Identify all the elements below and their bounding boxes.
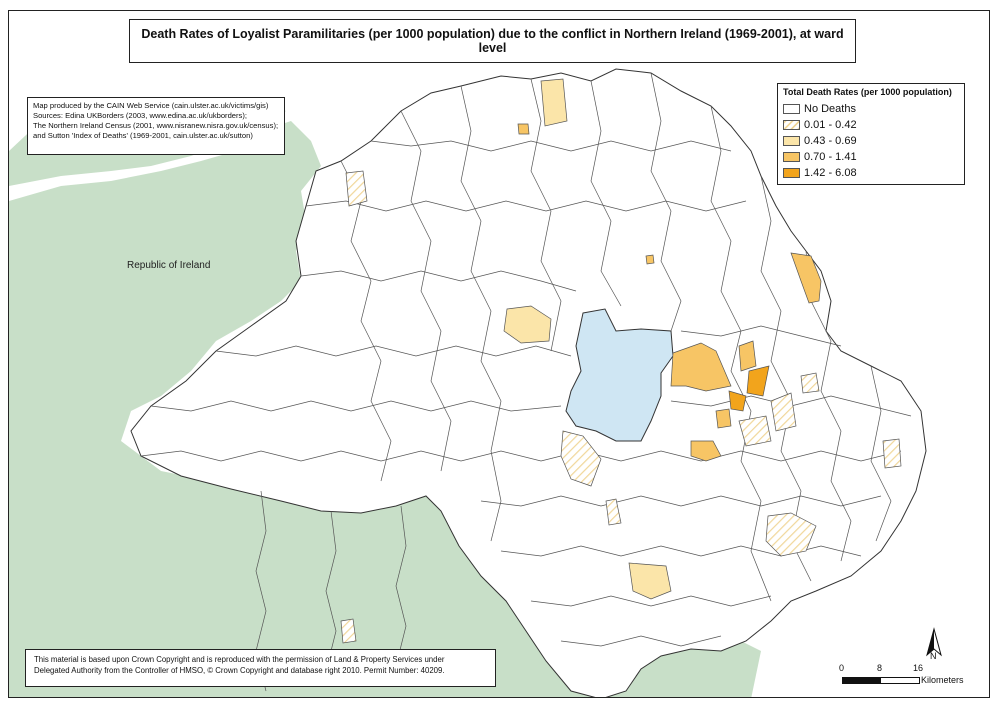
ward-boundaries <box>140 72 912 692</box>
ward-downpatrick-hatched <box>765 512 817 557</box>
legend-label: 0.43 - 0.69 <box>804 135 857 147</box>
source-line: Sources: Edina UKBorders (2003, www.edin… <box>33 111 247 120</box>
ward-armagh-hatched <box>605 498 622 526</box>
source-line: The Northern Ireland Census (2001, www.n… <box>33 121 279 130</box>
scale-tick-label: 16 <box>913 663 924 673</box>
map-frame: Death Rates of Loyalist Paramilitaries (… <box>8 10 990 698</box>
legend-label: 1.42 - 6.08 <box>804 167 857 179</box>
ward-antrim <box>670 342 732 392</box>
republic-of-ireland-label: Republic of Ireland <box>127 260 211 271</box>
north-arrow-icon <box>926 627 942 657</box>
north-arrow-label: N <box>930 651 937 661</box>
ward-larne <box>790 252 822 304</box>
legend-item: 0.01 - 0.42 <box>783 117 959 133</box>
ward-belfast-core <box>738 340 757 372</box>
ward-north-coast <box>540 78 568 127</box>
ward-east-belfast-mid <box>715 408 732 429</box>
map-title: Death Rates of Loyalist Paramilitaries (… <box>141 27 844 55</box>
source-line: Map produced by the CAIN Web Service (ca… <box>33 101 269 110</box>
ward-ards-hatched <box>882 438 902 469</box>
ward-ballymena-hatched <box>800 372 820 394</box>
legend-label: No Deaths <box>804 103 856 115</box>
legend-item: 1.42 - 6.08 <box>783 165 959 181</box>
ward-magherafelt <box>503 305 552 344</box>
legend-title: Total Death Rates (per 1000 population) <box>783 87 952 97</box>
ward-belfast-north <box>746 365 770 397</box>
republic-of-ireland-south-east <box>608 641 761 697</box>
ward-lisburn <box>690 440 722 462</box>
legend-item: 0.43 - 0.69 <box>783 133 959 149</box>
legend-label: 0.70 - 1.41 <box>804 151 857 163</box>
copyright-line: Delegated Authority from the Controller … <box>34 666 445 675</box>
ward-fermanagh-hatched <box>340 618 357 644</box>
map-canvas <box>9 68 927 697</box>
legend-label: 0.01 - 0.42 <box>804 119 857 131</box>
colored-wards <box>340 78 902 644</box>
ward-dungannon-hatched <box>560 430 602 487</box>
legend-item: No Deaths <box>783 101 959 117</box>
lough-neagh <box>565 308 674 442</box>
legend-swatch <box>783 152 800 162</box>
legend-swatch <box>783 120 800 130</box>
ward-derry-hatched <box>345 170 368 207</box>
ward-newry <box>628 562 672 600</box>
map-title-box: Death Rates of Loyalist Paramilitaries (… <box>129 19 856 63</box>
ward-portadown-hatched <box>738 415 772 447</box>
legend-swatch <box>783 136 800 146</box>
source-info-box: Map produced by the CAIN Web Service (ca… <box>27 97 285 155</box>
ward-belfast-west <box>728 390 747 412</box>
legend-swatch <box>783 104 800 114</box>
copyright-line: This material is based upon Crown Copyri… <box>34 655 445 664</box>
legend-item: 0.70 - 1.41 <box>783 149 959 165</box>
scale-bar-segment-white <box>880 677 920 684</box>
ward-small-north <box>645 254 655 265</box>
legend: Total Death Rates (per 1000 population) … <box>777 83 965 185</box>
source-line: and Sutton 'Index of Deaths' (1969-2001,… <box>33 131 253 140</box>
ward-saintfield-hatched <box>770 392 797 432</box>
scale-tick-label: 8 <box>877 663 883 673</box>
scale-bar: 0 8 16 Kilometers <box>829 663 969 689</box>
scale-tick-label: 0 <box>839 663 845 673</box>
ward-coleraine <box>517 123 530 135</box>
scale-bar-segment-black <box>842 677 882 684</box>
copyright-box: This material is based upon Crown Copyri… <box>25 649 496 687</box>
scale-unit: Kilometers <box>921 675 964 685</box>
legend-swatch <box>783 168 800 178</box>
